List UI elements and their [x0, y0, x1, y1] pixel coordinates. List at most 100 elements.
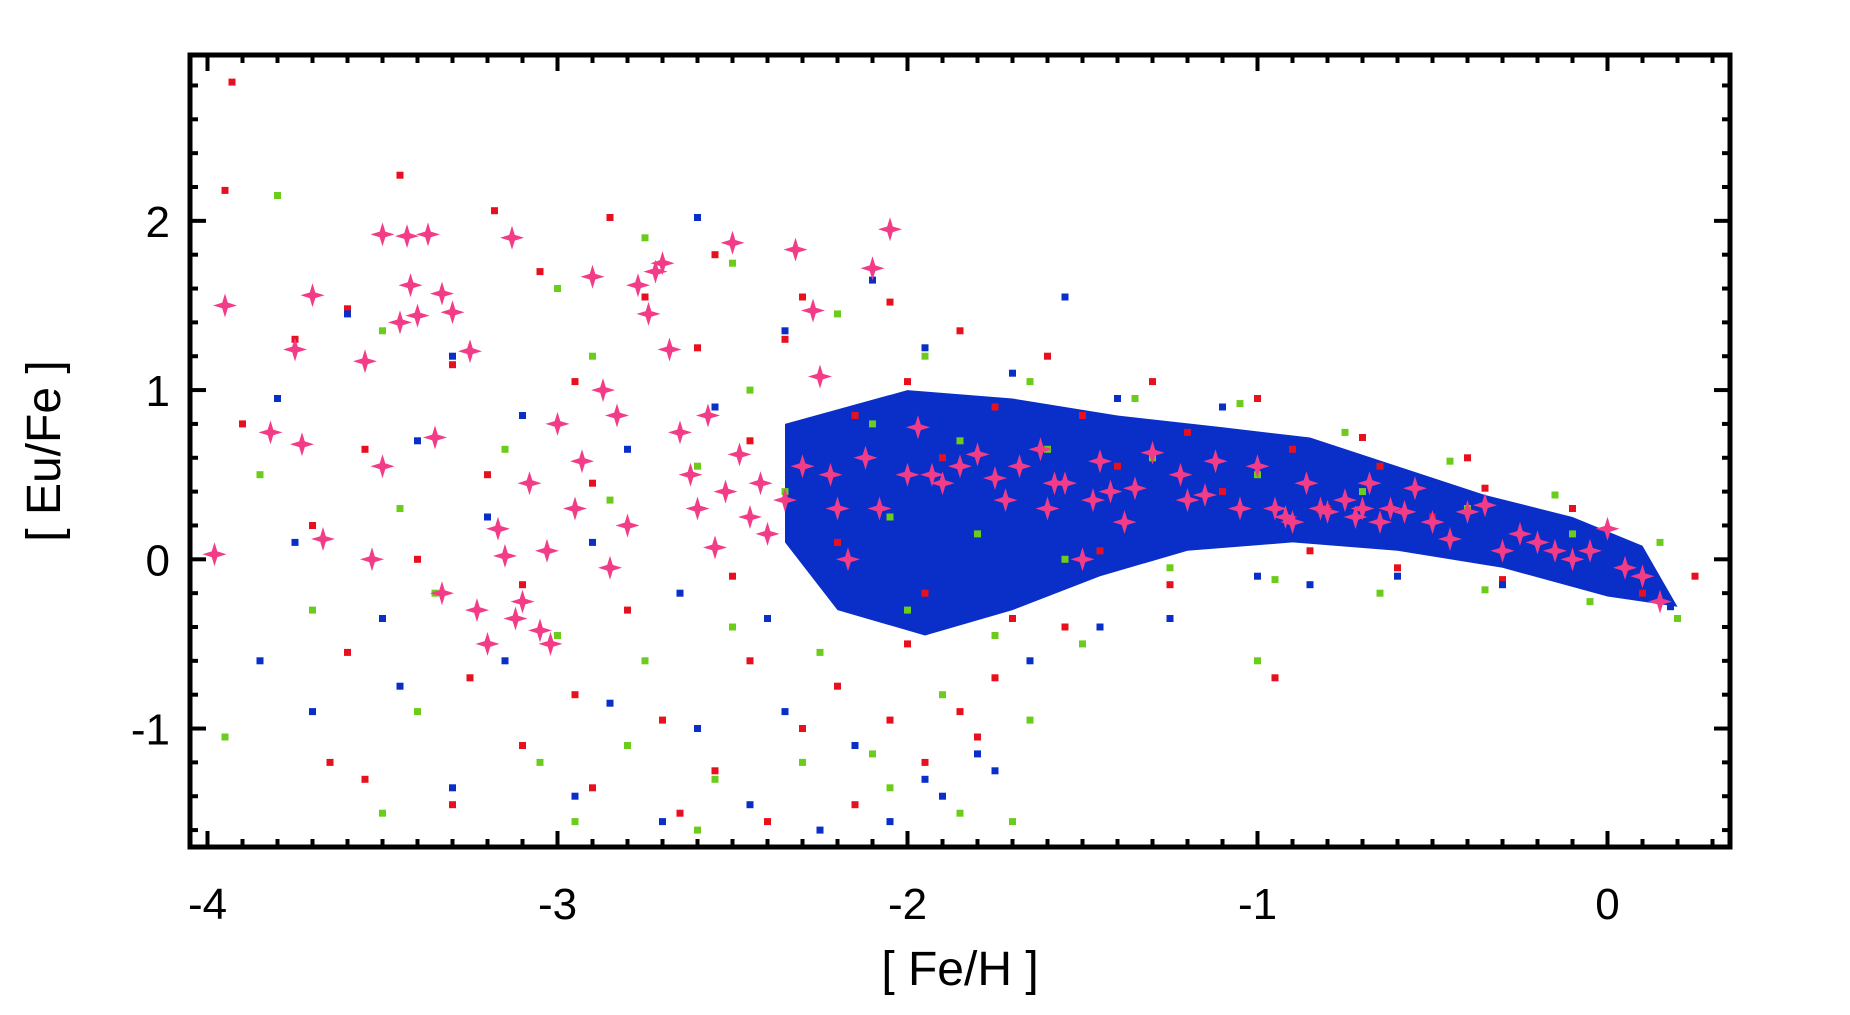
- observed-star-marker: [528, 618, 552, 643]
- observed-star-marker: [1490, 538, 1515, 563]
- scatter-point-series-1: [956, 437, 964, 445]
- scatter-point-series-1: [1236, 400, 1244, 408]
- scatter-point-series-2: [974, 750, 981, 758]
- scatter-point-series-0: [764, 818, 771, 826]
- scatter-point-series-0: [221, 186, 229, 194]
- scatter-point-series-2: [764, 615, 771, 622]
- scatter-point-series-2: [256, 657, 264, 665]
- scatter-point-series-0: [711, 251, 719, 259]
- scatter-point-series-0: [729, 572, 736, 580]
- observed-star-marker: [1294, 471, 1319, 496]
- scatter-point-series-1: [414, 708, 421, 716]
- scatter-point-series-1: [746, 386, 754, 394]
- scatter-point-series-1: [1446, 457, 1454, 465]
- observed-star-marker: [1053, 471, 1077, 496]
- observed-star-marker: [398, 273, 423, 298]
- scatter-point-series-1: [904, 606, 911, 614]
- observed-star-marker: [748, 471, 773, 496]
- observed-star-marker: [1081, 488, 1105, 513]
- observed-star-marker: [1357, 471, 1382, 496]
- scatter-point-series-0: [1394, 564, 1401, 572]
- scatter-point-series-1: [1569, 530, 1576, 538]
- scatter-point-series-2: [484, 513, 491, 521]
- observed-star-marker: [395, 224, 419, 249]
- observed-star-marker: [388, 310, 412, 335]
- observed-star-marker: [643, 259, 668, 284]
- observed-star-marker: [290, 432, 314, 457]
- observed-star-marker: [1648, 589, 1672, 614]
- scatter-point-series-1: [886, 513, 894, 521]
- observed-star-marker: [678, 462, 703, 487]
- observed-star-marker: [1613, 555, 1637, 580]
- observed-star-marker: [1070, 547, 1095, 572]
- scatter-point-series-0: [239, 420, 246, 428]
- observed-star-marker: [1560, 547, 1585, 572]
- scatter-point-series-0: [484, 471, 491, 479]
- scatter-point-series-0: [956, 708, 964, 716]
- observed-star-marker: [1403, 476, 1427, 501]
- observed-star-marker: [906, 415, 930, 440]
- scatter-point-series-1: [1079, 640, 1086, 648]
- scatter-point-series-0: [1149, 378, 1156, 386]
- scatter-point-series-1: [1359, 488, 1366, 496]
- scatter-point-series-0: [1569, 505, 1576, 512]
- scatter-point-series-2: [991, 767, 999, 775]
- scatter-point-series-2: [571, 792, 579, 800]
- observed-star-marker: [1392, 499, 1417, 524]
- observed-star-marker: [615, 513, 640, 538]
- observed-star-marker: [1168, 462, 1193, 487]
- scatter-point-series-1: [711, 775, 719, 783]
- observed-star-marker: [1333, 488, 1357, 513]
- scatter-point-series-0: [939, 454, 946, 462]
- observed-star-marker: [1420, 510, 1445, 535]
- observed-star-marker: [636, 301, 661, 326]
- scatter-point-series-1: [589, 352, 596, 360]
- x-axis-label: [ Fe/H ]: [881, 943, 1038, 996]
- scatter-point-series-2: [274, 395, 281, 402]
- scatter-point-series-0: [361, 775, 369, 783]
- y-tick-label: -1: [131, 706, 170, 755]
- scatter-point-series-0: [449, 801, 456, 809]
- scatter-point-series-2: [886, 818, 894, 826]
- observed-star-marker: [867, 496, 892, 521]
- scatter-point-series-1: [1271, 576, 1279, 584]
- scatter-point-series-1: [939, 691, 946, 699]
- scatter-point-series-1: [816, 648, 824, 656]
- scatter-point-series-2: [939, 792, 946, 800]
- scatter-point-series-0: [491, 207, 498, 215]
- scatter-point-series-1: [379, 809, 386, 817]
- scatter-point-series-1: [309, 606, 316, 614]
- scatter-point-series-0: [1254, 395, 1261, 402]
- observed-star-marker: [1368, 510, 1392, 535]
- observed-star-marker: [1343, 505, 1368, 529]
- scatter-point-series-0: [344, 305, 351, 313]
- scatter-point-series-0: [676, 809, 684, 817]
- observed-star-marker: [920, 462, 944, 487]
- observed-star-marker: [1098, 479, 1123, 504]
- scatter-point-series-1: [396, 505, 404, 512]
- scatter-point-series-2: [694, 725, 701, 732]
- scatter-point-series-0: [659, 716, 666, 724]
- scatter-point-series-1: [1166, 564, 1174, 572]
- y-axis-label: [ Eu/Fe ]: [18, 360, 71, 541]
- y-tick-label: 1: [146, 367, 170, 416]
- scatter-point-series-0: [1061, 623, 1069, 631]
- scatter-point-series-2: [1026, 657, 1034, 665]
- scatter-point-series-2: [396, 682, 404, 690]
- observed-star-marker: [1630, 564, 1655, 589]
- observed-star-marker: [727, 442, 752, 467]
- scatter-point-series-0: [956, 327, 964, 335]
- scatter-point-series-2: [291, 538, 299, 546]
- observed-star-marker: [1473, 493, 1497, 518]
- observed-star-marker: [818, 462, 843, 487]
- scatter-point-series-1: [1656, 538, 1664, 546]
- scatter-point-series-2: [1254, 572, 1261, 580]
- observed-star-marker: [1280, 510, 1305, 535]
- observed-star-marker: [1273, 505, 1298, 529]
- observed-star-marker: [538, 631, 563, 656]
- scatter-point-series-2: [519, 412, 526, 419]
- observed-star-marker: [895, 462, 920, 487]
- scatter-point-series-0: [1271, 674, 1279, 682]
- scatter-point-series-0: [361, 445, 369, 453]
